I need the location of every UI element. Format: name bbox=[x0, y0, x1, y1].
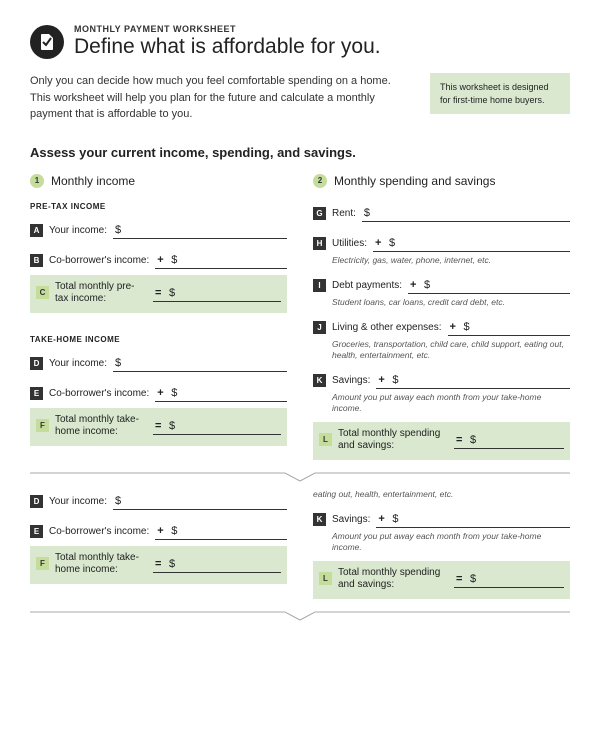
badge-l: L bbox=[319, 433, 332, 446]
total-l-dup: L Total monthly spending and savings: =$ bbox=[313, 561, 570, 599]
badge-f: F bbox=[36, 419, 49, 432]
label-g: Rent: bbox=[332, 208, 356, 222]
input-k-dup[interactable]: +$ bbox=[376, 512, 570, 528]
total-f-dup: F Total monthly take-home income: =$ bbox=[30, 546, 287, 584]
badge-c: C bbox=[36, 286, 49, 299]
column-income-dup: D Your income: $ E Co-borrower's income:… bbox=[30, 490, 287, 603]
col2-heading: 2 Monthly spending and savings bbox=[313, 174, 570, 188]
input-j[interactable]: +$ bbox=[448, 320, 570, 336]
line-d-dup: D Your income: $ bbox=[30, 490, 287, 510]
label-h: Utilities: bbox=[332, 238, 367, 252]
badge-b: B bbox=[30, 254, 43, 267]
line-h: H Utilities: +$ bbox=[313, 232, 570, 252]
input-d[interactable]: $ bbox=[113, 356, 287, 372]
badge-i: I bbox=[313, 279, 326, 292]
label-b: Co-borrower's income: bbox=[49, 255, 149, 269]
intro-paragraph: Only you can decide how much you feel co… bbox=[30, 73, 412, 123]
label-c: Total monthly pre-tax income: bbox=[55, 281, 147, 307]
line-g: G Rent: $ bbox=[313, 202, 570, 222]
col2-heading-text: Monthly spending and savings bbox=[334, 174, 495, 188]
label-j: Living & other expenses: bbox=[332, 322, 442, 336]
line-j: J Living & other expenses: +$ bbox=[313, 316, 570, 336]
help-k: Amount you put away each month from your… bbox=[332, 392, 570, 414]
input-f-dup[interactable]: =$ bbox=[153, 557, 281, 573]
worksheet-header: MONTHLY PAYMENT WORKSHEET Define what is… bbox=[30, 24, 570, 59]
column-spending-dup: eating out, health, entertainment, etc. … bbox=[313, 490, 570, 603]
label-f: Total monthly take-home income: bbox=[55, 414, 147, 440]
label-i: Debt payments: bbox=[332, 280, 402, 294]
total-l: L Total monthly spending and savings: =$ bbox=[313, 422, 570, 460]
input-g[interactable]: $ bbox=[362, 206, 570, 222]
input-a[interactable]: $ bbox=[113, 223, 287, 239]
badge-1: 1 bbox=[30, 174, 44, 188]
col1-heading-text: Monthly income bbox=[51, 174, 135, 188]
line-e-dup: E Co-borrower's income: +$ bbox=[30, 520, 287, 540]
help-k-dup: Amount you put away each month from your… bbox=[332, 531, 570, 553]
badge-2: 2 bbox=[313, 174, 327, 188]
label-k-dup: Savings: bbox=[332, 514, 370, 528]
label-f-dup: Total monthly take-home income: bbox=[55, 552, 147, 578]
badge-d: D bbox=[30, 357, 43, 370]
intro-row: Only you can decide how much you feel co… bbox=[30, 73, 570, 123]
label-l-dup: Total monthly spending and savings: bbox=[338, 567, 448, 593]
line-b: B Co-borrower's income: +$ bbox=[30, 249, 287, 269]
page-title: Define what is affordable for you. bbox=[74, 35, 381, 59]
document-check-icon bbox=[30, 25, 64, 59]
badge-k: K bbox=[313, 374, 326, 387]
input-l[interactable]: =$ bbox=[454, 433, 564, 449]
subhead-takehome: TAKE-HOME INCOME bbox=[30, 335, 287, 344]
callout-box: This worksheet is designed for first-tim… bbox=[430, 73, 570, 114]
total-f: F Total monthly take-home income: =$ bbox=[30, 408, 287, 446]
column-spending: 2 Monthly spending and savings G Rent: $… bbox=[313, 174, 570, 464]
header-overline: MONTHLY PAYMENT WORKSHEET bbox=[74, 24, 381, 34]
label-k: Savings: bbox=[332, 375, 370, 389]
column-income: 1 Monthly income PRE-TAX INCOME A Your i… bbox=[30, 174, 287, 464]
help-i: Student loans, car loans, credit card de… bbox=[332, 297, 570, 308]
input-b[interactable]: +$ bbox=[155, 253, 287, 269]
line-a: A Your income: $ bbox=[30, 219, 287, 239]
section-divider-2 bbox=[30, 611, 570, 621]
input-l-dup[interactable]: =$ bbox=[454, 572, 564, 588]
label-d-dup: Your income: bbox=[49, 496, 107, 510]
badge-e: E bbox=[30, 387, 43, 400]
badge-h: H bbox=[313, 237, 326, 250]
label-l: Total monthly spending and savings: bbox=[338, 428, 448, 454]
section-heading: Assess your current income, spending, an… bbox=[30, 145, 570, 160]
input-e-dup[interactable]: +$ bbox=[155, 524, 287, 540]
input-c[interactable]: =$ bbox=[153, 286, 281, 302]
input-h[interactable]: +$ bbox=[373, 236, 570, 252]
badge-a: A bbox=[30, 224, 43, 237]
label-d: Your income: bbox=[49, 358, 107, 372]
line-k-dup: K Savings: +$ bbox=[313, 508, 570, 528]
worksheet-columns: 1 Monthly income PRE-TAX INCOME A Your i… bbox=[30, 174, 570, 464]
input-i[interactable]: +$ bbox=[408, 278, 570, 294]
label-a: Your income: bbox=[49, 225, 107, 239]
badge-k-dup: K bbox=[313, 513, 326, 526]
input-f[interactable]: =$ bbox=[153, 419, 281, 435]
line-i: I Debt payments: +$ bbox=[313, 274, 570, 294]
input-e[interactable]: +$ bbox=[155, 386, 287, 402]
section-divider bbox=[30, 472, 570, 482]
badge-l-dup: L bbox=[319, 572, 332, 585]
badge-e-dup: E bbox=[30, 525, 43, 538]
help-j: Groceries, transportation, child care, c… bbox=[332, 339, 570, 361]
worksheet-columns-dup: D Your income: $ E Co-borrower's income:… bbox=[30, 490, 570, 603]
badge-f-dup: F bbox=[36, 557, 49, 570]
line-k: K Savings: +$ bbox=[313, 369, 570, 389]
input-k[interactable]: +$ bbox=[376, 373, 570, 389]
help-h: Electricity, gas, water, phone, internet… bbox=[332, 255, 570, 266]
subhead-pretax: PRE-TAX INCOME bbox=[30, 202, 287, 211]
label-e: Co-borrower's income: bbox=[49, 388, 149, 402]
line-e: E Co-borrower's income: +$ bbox=[30, 382, 287, 402]
total-c: C Total monthly pre-tax income: =$ bbox=[30, 275, 287, 313]
help-j-frag: eating out, health, entertainment, etc. bbox=[313, 489, 570, 500]
line-d: D Your income: $ bbox=[30, 352, 287, 372]
col1-heading: 1 Monthly income bbox=[30, 174, 287, 188]
badge-j: J bbox=[313, 321, 326, 334]
badge-g: G bbox=[313, 207, 326, 220]
badge-d-dup: D bbox=[30, 495, 43, 508]
label-e-dup: Co-borrower's income: bbox=[49, 526, 149, 540]
input-d-dup[interactable]: $ bbox=[113, 494, 287, 510]
